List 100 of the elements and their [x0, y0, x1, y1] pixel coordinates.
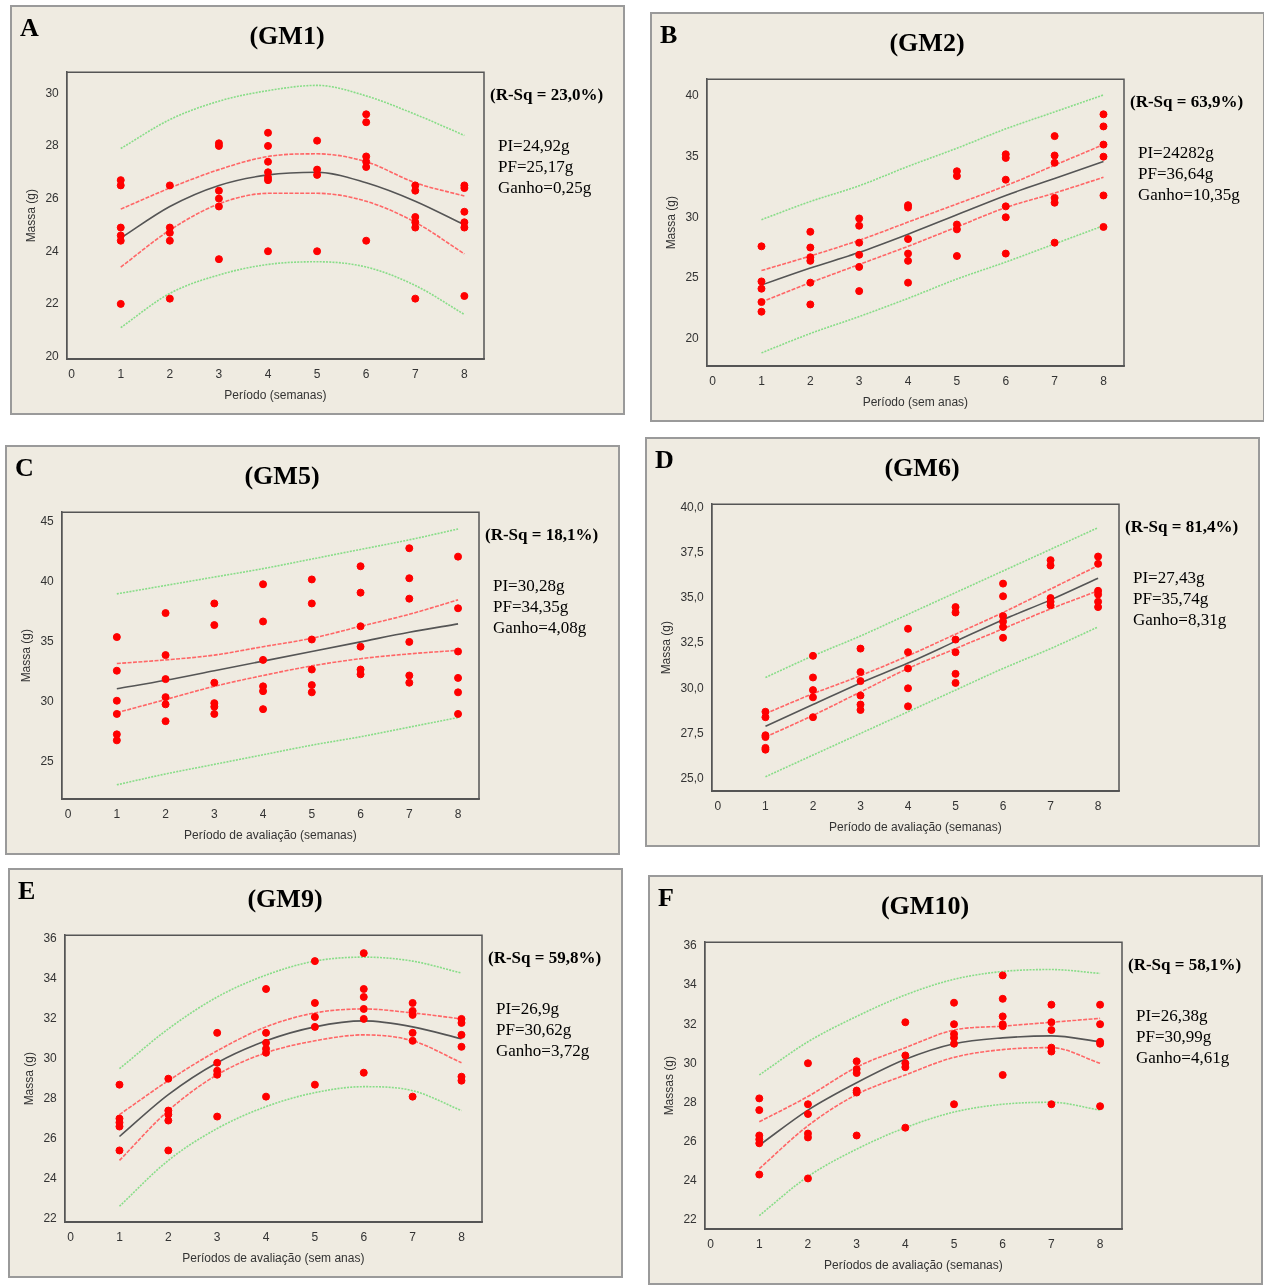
x-tick-label: 6 — [1002, 373, 1010, 388]
text: A — [20, 13, 39, 43]
x-tick-label: 4 — [262, 1229, 270, 1244]
text: B — [660, 20, 678, 50]
y-tick-label: 30,0 — [680, 680, 705, 695]
x-tick-label: 1 — [758, 373, 766, 388]
text: PF=35,74g — [1133, 588, 1210, 609]
text: (R-Sq = 59,8%) — [488, 948, 603, 968]
y-tick-label: 32 — [683, 1016, 698, 1031]
text: Ganho=3,72g — [496, 1040, 591, 1061]
text: Ganho=4,08g — [493, 617, 588, 638]
x-tick-label: 5 — [311, 1229, 319, 1244]
y-tick-label: 24 — [683, 1172, 698, 1187]
y-tick-label: 22 — [45, 296, 60, 311]
y-tick-label: 20 — [45, 348, 60, 363]
text: PI=30,28g — [493, 575, 566, 596]
x-tick-label: 6 — [999, 798, 1007, 813]
y-axis-title: Massas (g) — [661, 1056, 676, 1116]
x-tick-label: 5 — [952, 798, 960, 813]
y-tick-label: 35,0 — [680, 590, 705, 605]
x-tick-label: 2 — [804, 1236, 812, 1251]
x-tick-label: 4 — [904, 373, 912, 388]
x-tick-label: 4 — [904, 798, 912, 813]
x-tick-label: 2 — [806, 373, 814, 388]
text: PF=36,64g — [1138, 163, 1215, 184]
x-axis-title: Períodos de avaliação (sem anas) — [182, 1251, 365, 1266]
text: Ganho=10,35g — [1138, 184, 1241, 205]
x-tick-label: 1 — [113, 806, 121, 821]
text: Ganho=8,31g — [1133, 609, 1228, 630]
x-tick-label: 0 — [67, 1229, 75, 1244]
x-tick-label: 1 — [117, 366, 125, 381]
x-tick-label: 1 — [755, 1236, 763, 1251]
y-axis-title: Massa (g) — [18, 629, 33, 683]
x-tick-label: 5 — [953, 373, 961, 388]
y-axis-title: Massa (g) — [658, 621, 673, 675]
x-tick-label: 4 — [259, 806, 267, 821]
x-tick-label: 8 — [458, 1229, 466, 1244]
x-tick-label: 5 — [313, 366, 321, 381]
x-axis-title: Período de avaliação (semanas) — [183, 828, 357, 843]
text: (R-Sq = 63,9%) — [1130, 92, 1245, 112]
x-tick-label: 7 — [411, 366, 419, 381]
y-tick-label: 25 — [40, 754, 55, 769]
x-tick-label: 6 — [999, 1236, 1007, 1251]
y-tick-label: 26 — [683, 1133, 698, 1148]
y-tick-label: 37,5 — [680, 545, 705, 560]
x-tick-label: 3 — [210, 806, 218, 821]
y-tick-label: 36 — [683, 938, 698, 953]
x-tick-label: 6 — [357, 806, 365, 821]
y-tick-label: 30 — [685, 209, 700, 224]
chart-title: (GM2) — [888, 28, 966, 58]
x-tick-label: 0 — [709, 373, 717, 388]
x-tick-label: 7 — [405, 806, 413, 821]
y-tick-label: 30 — [40, 694, 55, 709]
y-tick-label: 34 — [43, 971, 58, 986]
text: (R-Sq = 58,1%) — [1128, 955, 1243, 975]
y-tick-label: 26 — [43, 1130, 58, 1145]
x-tick-label: 5 — [950, 1236, 958, 1251]
y-tick-label: 28 — [43, 1090, 58, 1105]
x-axis-title: Período de avaliação (semanas) — [828, 820, 1002, 835]
y-axis-title: Massa (g) — [21, 1052, 36, 1106]
y-tick-label: 35 — [685, 149, 700, 164]
text: F — [658, 883, 674, 913]
text: (R-Sq = 23,0%) — [490, 85, 605, 105]
x-tick-label: 2 — [166, 366, 174, 381]
text: PI=26,38g — [1136, 1005, 1209, 1026]
y-tick-label: 35 — [40, 634, 55, 649]
y-tick-label: 32 — [43, 1011, 58, 1026]
x-tick-label: 3 — [213, 1229, 221, 1244]
y-tick-label: 40,0 — [680, 500, 705, 515]
x-tick-label: 6 — [360, 1229, 368, 1244]
x-tick-label: 3 — [215, 366, 223, 381]
y-axis-title: Massa (g) — [663, 196, 678, 250]
y-tick-label: 30 — [683, 1055, 698, 1070]
y-tick-label: 24 — [43, 1170, 58, 1185]
x-tick-label: 4 — [264, 366, 272, 381]
text: PF=30,99g — [1136, 1026, 1213, 1047]
text: E — [18, 876, 36, 906]
text: PI=26,9g — [496, 998, 560, 1019]
text: PF=25,17g — [498, 156, 575, 177]
x-tick-label: 0 — [68, 366, 76, 381]
x-axis-title: Período (sem anas) — [862, 395, 969, 410]
x-tick-label: 7 — [409, 1229, 417, 1244]
text: (R-Sq = 81,4%) — [1125, 517, 1240, 537]
x-tick-label: 0 — [707, 1236, 715, 1251]
x-tick-label: 2 — [162, 806, 170, 821]
y-tick-label: 45 — [40, 514, 55, 529]
x-tick-label: 2 — [809, 798, 817, 813]
y-tick-label: 26 — [45, 190, 60, 205]
text: PF=34,35g — [493, 596, 570, 617]
x-tick-label: 3 — [855, 373, 863, 388]
y-tick-label: 36 — [43, 931, 58, 946]
x-tick-label: 0 — [714, 798, 722, 813]
y-tick-label: 32,5 — [680, 635, 705, 650]
chart-title: (GM10) — [879, 891, 971, 921]
x-tick-label: 7 — [1048, 1236, 1056, 1251]
y-tick-label: 28 — [45, 138, 60, 153]
x-tick-label: 3 — [857, 798, 865, 813]
x-tick-label: 4 — [902, 1236, 909, 1251]
y-tick-label: 24 — [45, 243, 60, 258]
y-tick-label: 40 — [40, 574, 55, 589]
